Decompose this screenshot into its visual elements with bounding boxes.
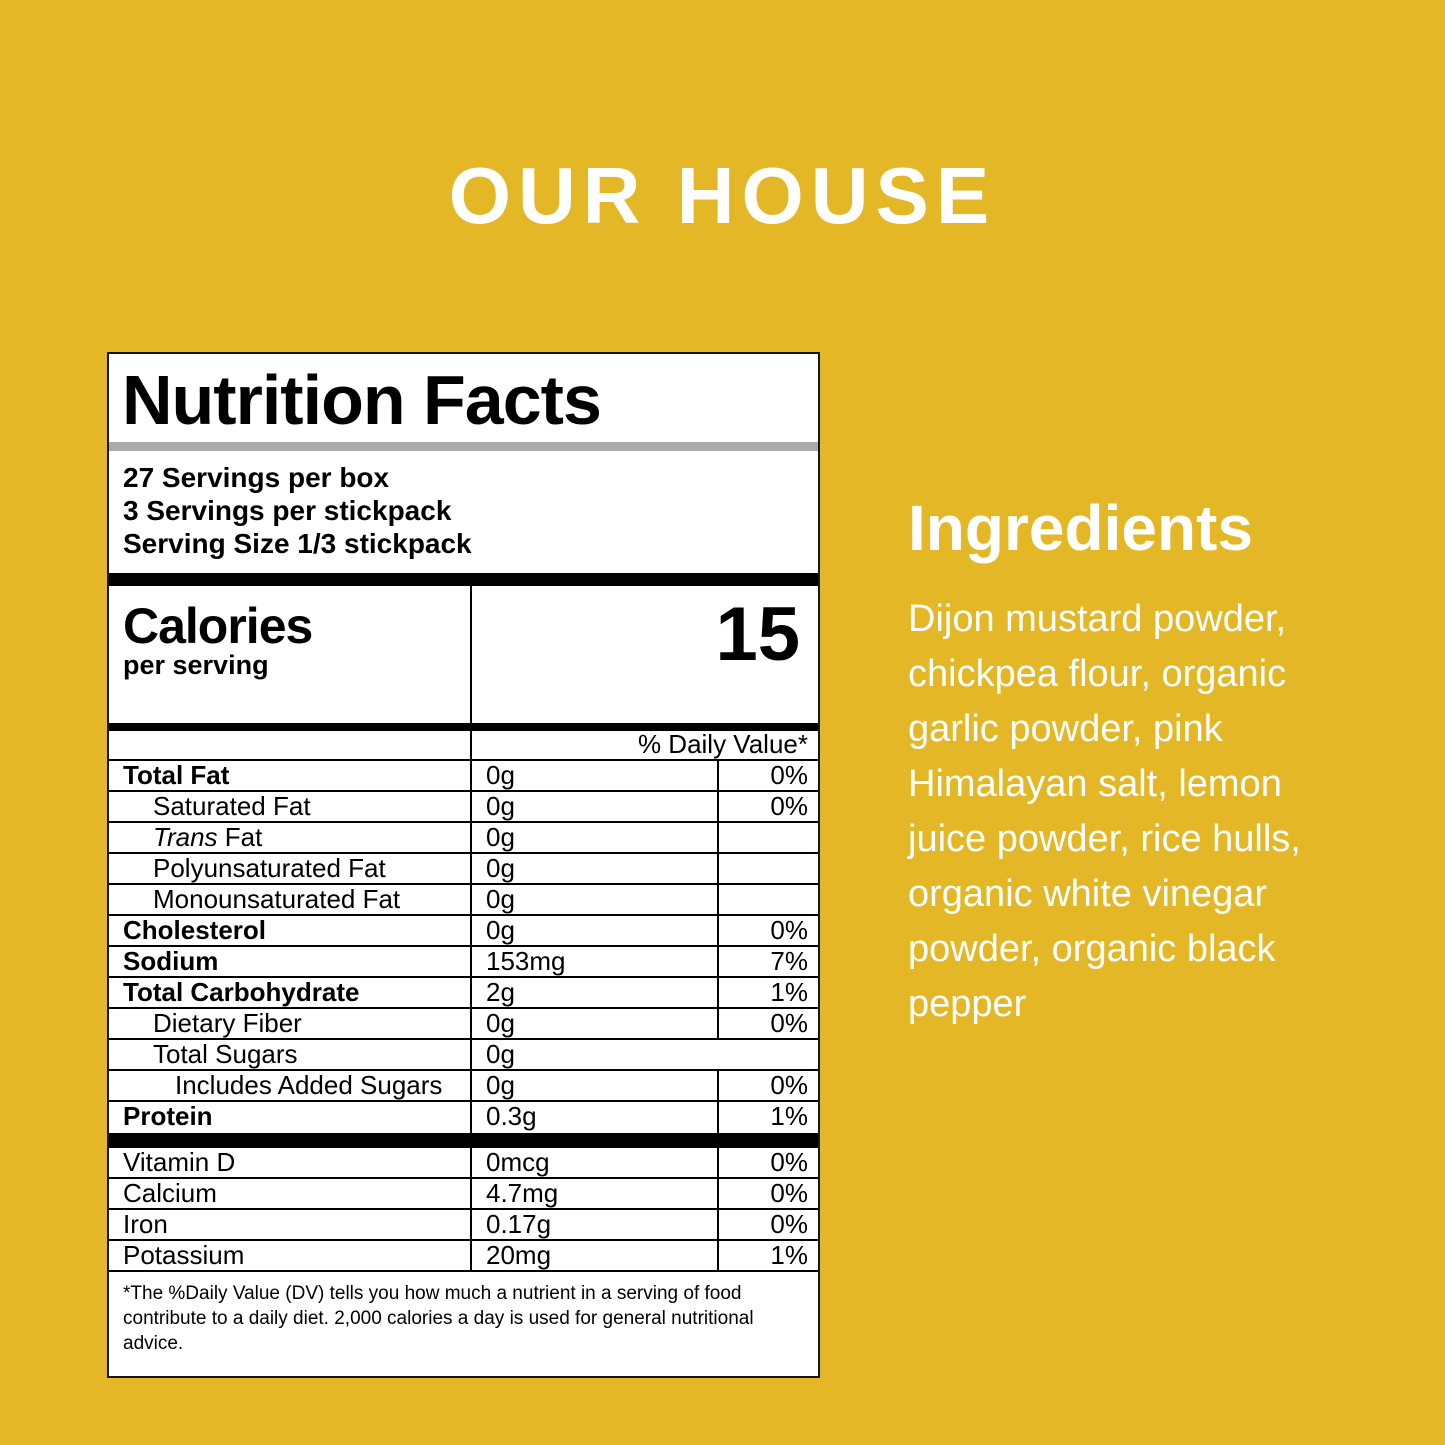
nutrient-name: Total Fat [123,761,230,790]
nutrient-amount: 0g [470,1071,717,1100]
nutrient-row: Trans Fat 0g [109,823,818,854]
serving-line: 27 Servings per box [123,462,390,493]
nutrient-table: Total Fat 0g 0% Saturated Fat 0g 0% Tran… [109,761,818,1133]
nutrient-name: Dietary Fiber [153,1009,302,1038]
vitamin-daily-value: 0% [717,1179,818,1208]
nutrient-amount: 0g [470,1040,818,1069]
nutrient-name: Total Sugars [153,1040,298,1069]
nutrient-row: Sodium 153mg 7% [109,947,818,978]
nutrient-amount: 0g [470,792,717,821]
ingredients-section: Ingredients Dijon mustard powder, chickp… [908,492,1438,1032]
calories-row: Calories per serving 15 [109,586,818,723]
nutrient-name: Trans Fat [153,823,263,852]
nutrient-daily-value [717,854,818,883]
nutrient-row: Includes Added Sugars 0g 0% [109,1071,818,1102]
daily-value-header: % Daily Value* [470,731,818,759]
nutrient-amount: 0g [470,916,717,945]
nutrient-name: Saturated Fat [153,792,311,821]
nutrient-daily-value: 0% [717,761,818,790]
nutrient-daily-value: 0% [717,792,818,821]
nutrient-row: Protein 0.3g 1% [109,1102,818,1133]
label-footnote: *The %Daily Value (DV) tells you how muc… [123,1283,754,1354]
nutrient-daily-value: 0% [717,1009,818,1038]
nutrient-row: Dietary Fiber 0g 0% [109,1009,818,1040]
vitamin-name: Potassium [123,1241,245,1270]
nutrient-name: Total Carbohydrate [123,978,360,1007]
nutrient-amount: 0.3g [470,1102,717,1133]
vitamin-row: Potassium 20mg 1% [109,1241,818,1272]
calories-value: 15 [470,586,818,723]
calories-label: Calories [123,598,313,654]
nutrient-row: Total Fat 0g 0% [109,761,818,792]
vitamin-amount: 4.7mg [470,1179,717,1208]
vitamin-row: Calcium 4.7mg 0% [109,1179,818,1210]
ingredients-text: Dijon mustard powder, chickpea flour, or… [908,598,1301,1025]
daily-value-header-row: % Daily Value* [109,731,818,761]
vitamin-name: Calcium [123,1179,217,1208]
nutrient-name: Monounsaturated Fat [153,885,401,914]
nutrient-row: Polyunsaturated Fat 0g [109,854,818,885]
vitamin-daily-value: 1% [717,1241,818,1270]
nutrient-name: Protein [123,1102,213,1131]
nutrient-daily-value: 0% [717,1071,818,1100]
nutrient-amount: 0g [470,823,717,852]
serving-line: Serving Size 1/3 stickpack [123,528,472,559]
vitamin-daily-value: 0% [717,1210,818,1239]
nutrition-facts-title: Nutrition Facts [122,361,602,439]
vitamin-row: Iron 0.17g 0% [109,1210,818,1241]
section-bar [109,723,818,731]
vitamin-amount: 20mg [470,1241,717,1270]
nutrient-daily-value: 0% [717,916,818,945]
nutrition-facts-label: Nutrition Facts 27 Servings per box 3 Ser… [107,352,820,1378]
page-title: OUR HOUSE [448,151,997,240]
nutrient-amount: 0g [470,885,717,914]
nutrient-row: Total Sugars 0g [109,1040,818,1071]
section-bar [109,1133,818,1148]
daily-value-header-spacer [109,731,470,759]
nutrient-row: Saturated Fat 0g 0% [109,792,818,823]
vitamin-amount: 0mcg [470,1148,717,1177]
nutrient-daily-value [717,823,818,852]
nutrient-daily-value [717,885,818,914]
nutrient-row: Total Carbohydrate 2g 1% [109,978,818,1009]
vitamin-name: Iron [123,1210,168,1239]
serving-line: 3 Servings per stickpack [123,495,452,526]
nutrient-amount: 0g [470,1009,717,1038]
vitamin-table: Vitamin D 0mcg 0% Calcium 4.7mg 0% Iron … [109,1148,818,1272]
vitamin-amount: 0.17g [470,1210,717,1239]
section-bar [109,573,818,586]
nutrient-name: Includes Added Sugars [175,1071,443,1100]
vitamin-name: Vitamin D [123,1148,236,1177]
nutrient-amount: 2g [470,978,717,1007]
title-divider [109,442,818,451]
nutrient-amount: 153mg [470,947,717,976]
nutrient-daily-value: 1% [717,1102,818,1133]
nutrient-name: Cholesterol [123,916,267,945]
nutrient-row: Monounsaturated Fat 0g [109,885,818,916]
nutrient-amount: 0g [470,761,717,790]
calories-sublabel: per serving [123,650,269,680]
nutrient-daily-value: 7% [717,947,818,976]
nutrient-name: Polyunsaturated Fat [153,854,386,883]
calories-label-block: Calories per serving [109,586,470,723]
vitamin-row: Vitamin D 0mcg 0% [109,1148,818,1179]
nutrient-row: Cholesterol 0g 0% [109,916,818,947]
nutrient-amount: 0g [470,854,717,883]
nutrient-daily-value: 1% [717,978,818,1007]
nutrient-name: Sodium [123,947,219,976]
vitamin-daily-value: 0% [717,1148,818,1177]
ingredients-title: Ingredients [908,492,1253,564]
servings-info: 27 Servings per box 3 Servings per stickp… [109,451,818,573]
